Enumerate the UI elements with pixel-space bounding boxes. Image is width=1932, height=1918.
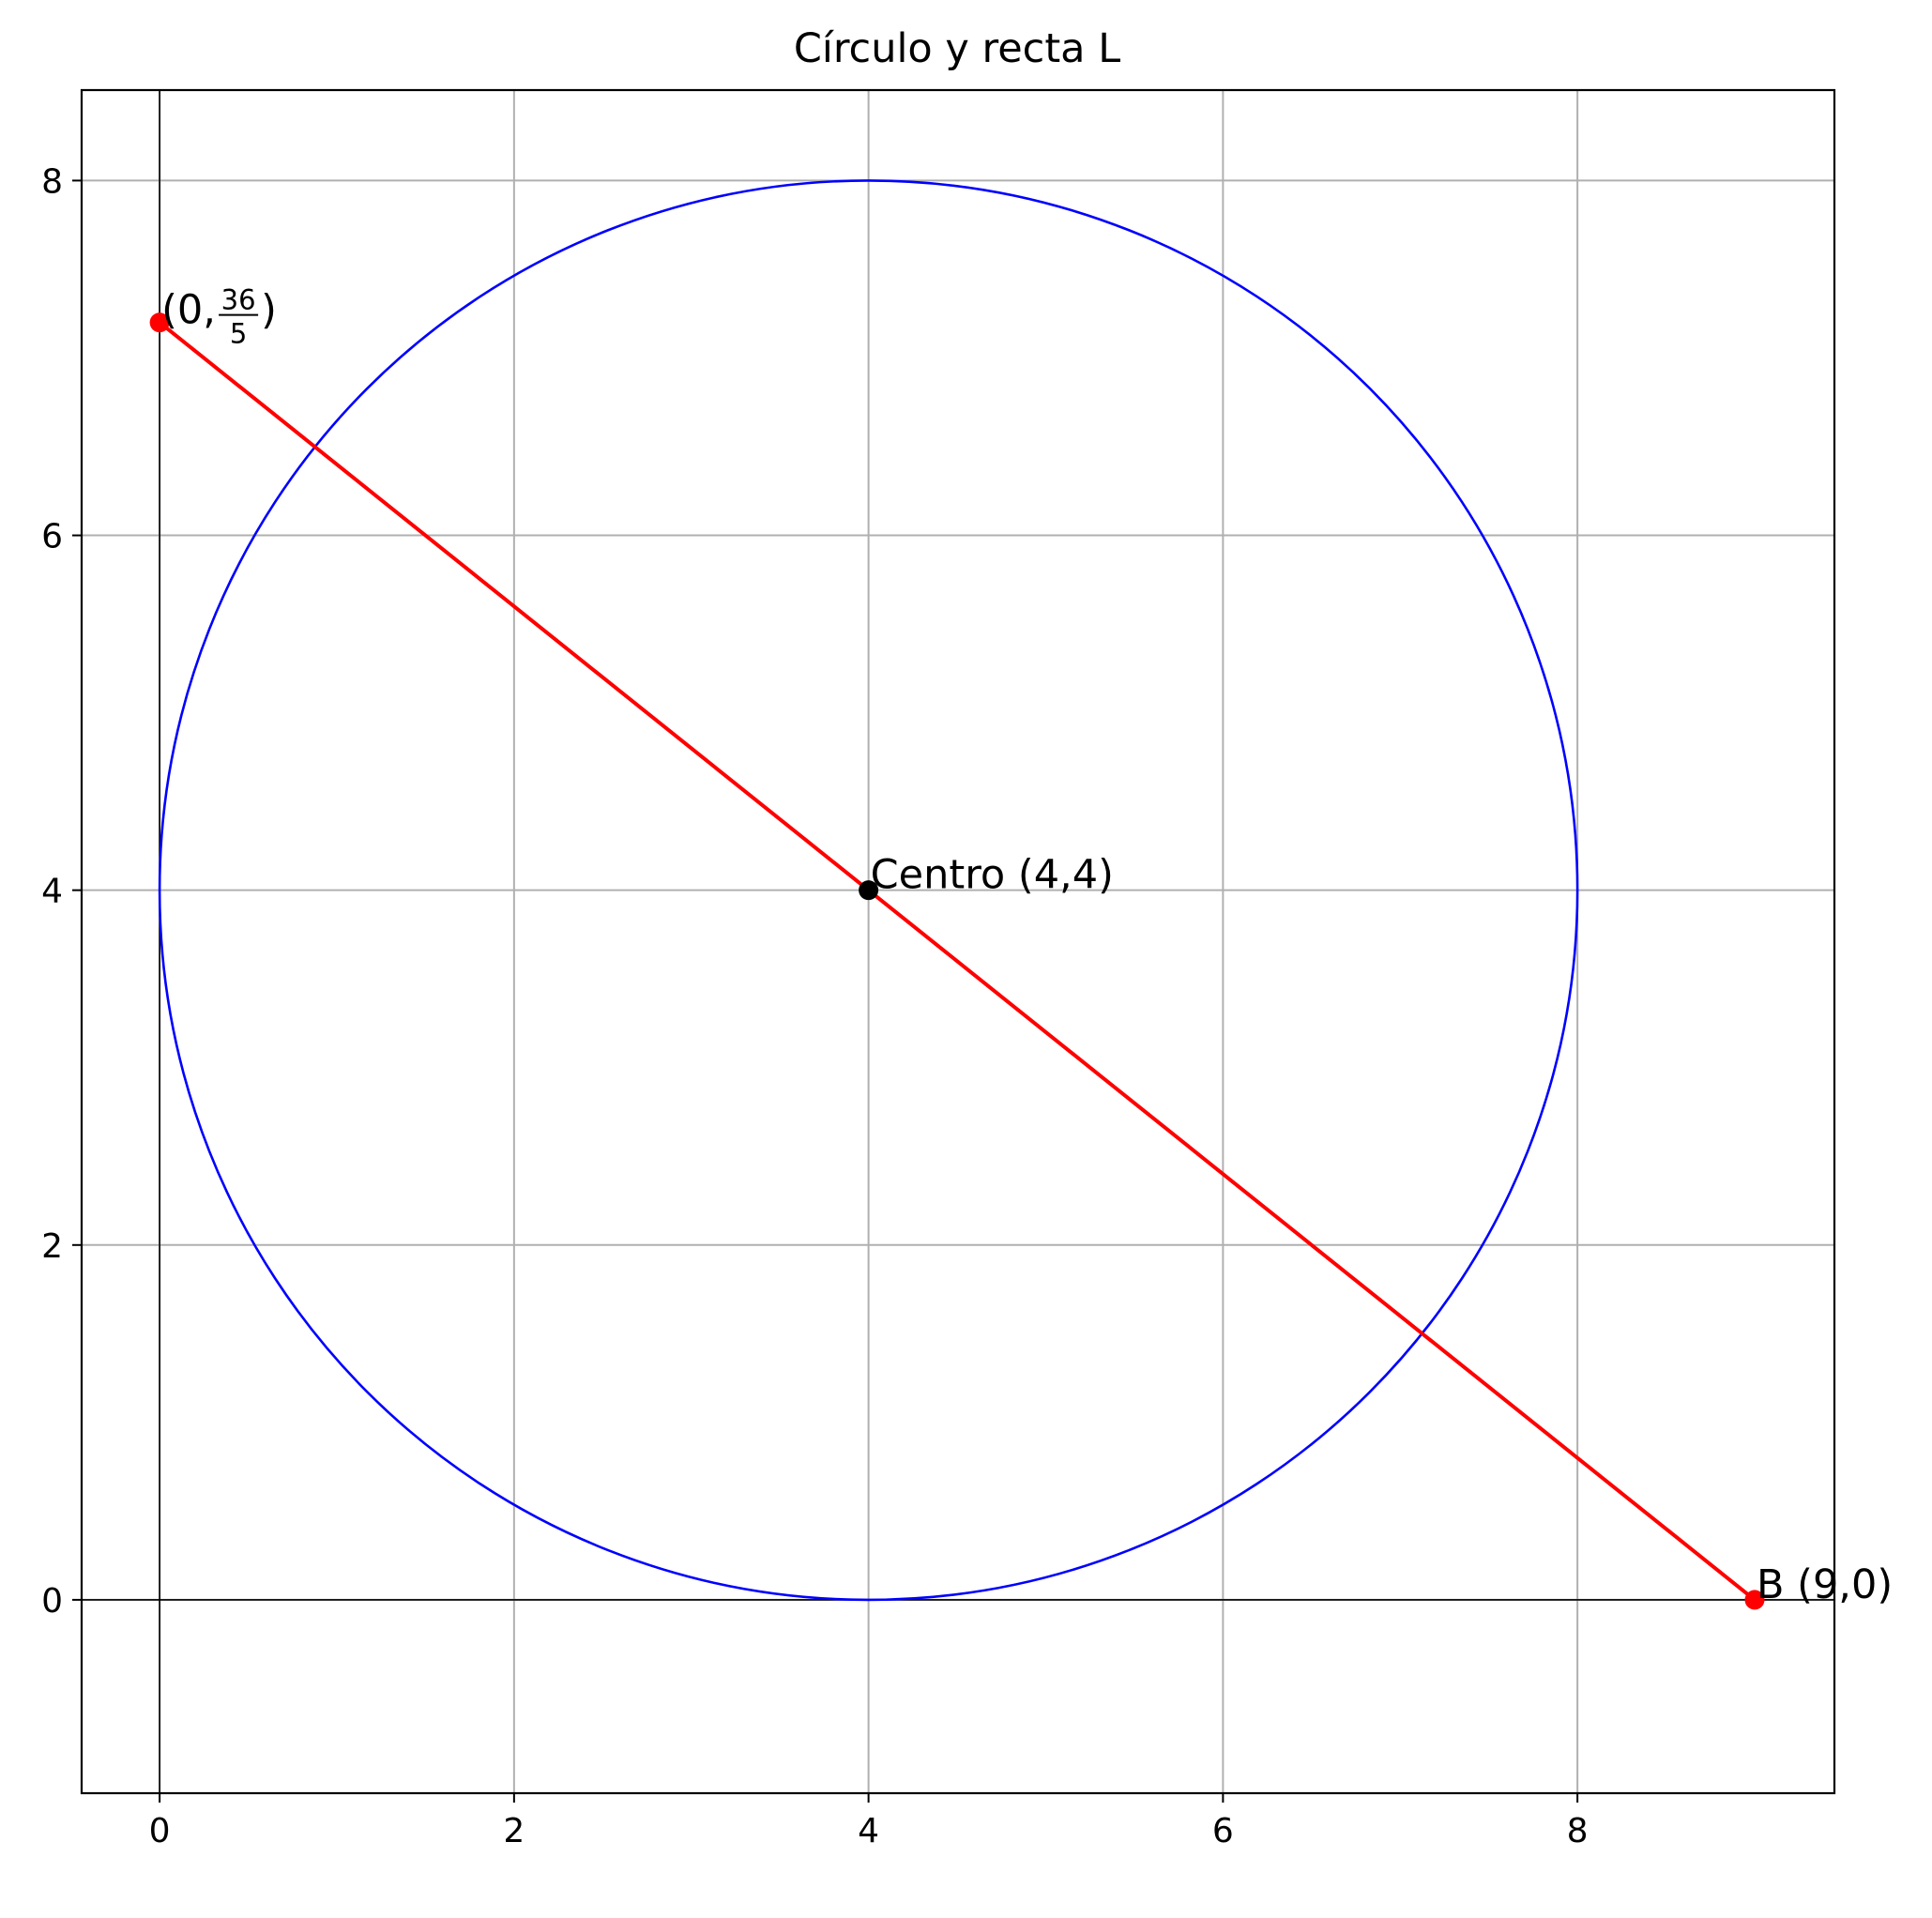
- y-tick-label-3: 6: [41, 518, 63, 556]
- circle: [158, 179, 1579, 1602]
- y-tick-label-0: 0: [41, 1582, 63, 1621]
- annotation-denominator: 5: [230, 318, 247, 350]
- y-axis-ticks: 0 2 4 6 8: [41, 162, 82, 1621]
- points-layer: [149, 312, 1765, 1610]
- zero-axis-lines: [82, 90, 1834, 1793]
- annotation-suffix: ): [261, 287, 277, 334]
- circle-layer: [158, 179, 1579, 1602]
- annotation-numerator: 36: [221, 284, 256, 316]
- point-1: [1744, 1590, 1765, 1610]
- y-tick-label-1: 2: [41, 1227, 63, 1266]
- annotations-layer: (0, 365) Centro (4,4) B (9,0): [161, 284, 1893, 1608]
- x-tick-label-1: 2: [503, 1812, 525, 1850]
- annotation-1: Centro (4,4): [871, 852, 1114, 899]
- grid: [82, 90, 1834, 1793]
- x-tick-label-4: 8: [1567, 1812, 1589, 1850]
- annotation-prefix: (0,: [161, 287, 216, 334]
- y-tick-label-4: 8: [41, 162, 63, 201]
- x-tick-label-0: 0: [149, 1812, 171, 1850]
- point-0: [149, 312, 170, 333]
- annotation-2: B (9,0): [1757, 1561, 1893, 1608]
- line-l-layer: [158, 321, 1757, 1602]
- x-axis-ticks: 0 2 4 6 8: [149, 1793, 1589, 1850]
- plot-frame: [80, 88, 1836, 1795]
- y-tick-label-2: 4: [41, 873, 63, 911]
- point-2: [859, 880, 879, 901]
- annotation-fraction-0: (0, 365): [161, 284, 277, 350]
- x-tick-label-2: 4: [858, 1812, 879, 1850]
- line-l: [158, 321, 1757, 1602]
- x-tick-label-3: 6: [1212, 1812, 1234, 1850]
- chart-title: Círculo y recta L: [794, 25, 1120, 72]
